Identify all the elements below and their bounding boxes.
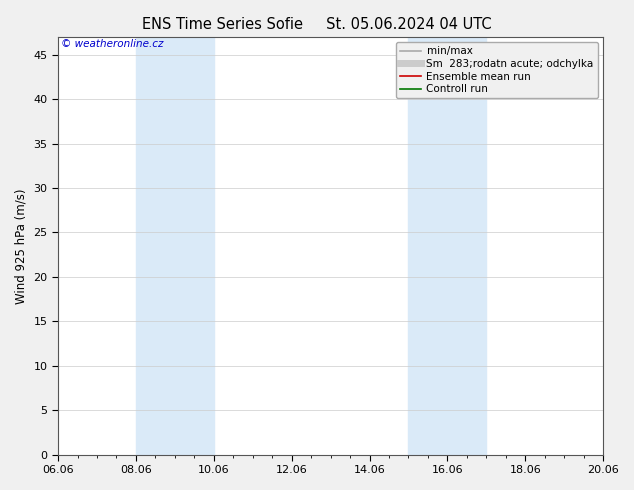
Text: © weatheronline.cz: © weatheronline.cz [61,39,164,49]
Bar [408,37,486,455]
Y-axis label: Wind 925 hPa (m/s): Wind 925 hPa (m/s) [15,188,28,304]
Bar [136,37,214,455]
Text: ENS Time Series Sofie     St. 05.06.2024 04 UTC: ENS Time Series Sofie St. 05.06.2024 04 … [142,17,492,32]
Legend: min/max, Sm  283;rodatn acute; odchylka, Ensemble mean run, Controll run: min/max, Sm 283;rodatn acute; odchylka, … [396,42,598,98]
